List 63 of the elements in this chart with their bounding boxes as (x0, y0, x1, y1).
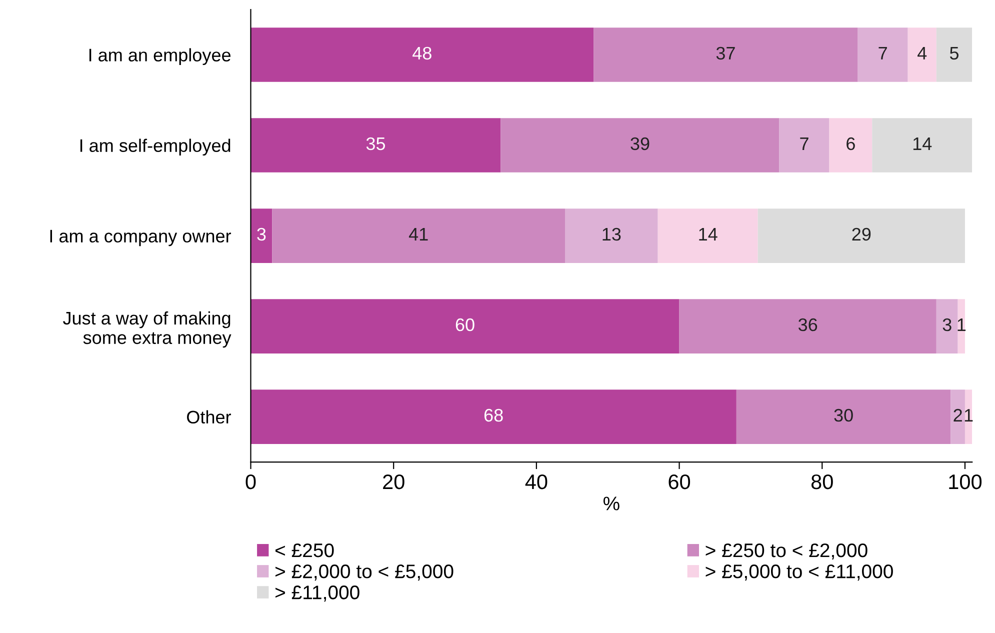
bar (829, 118, 872, 172)
bar (964, 390, 972, 444)
data-label: 13 (602, 228, 621, 241)
bar (250, 390, 736, 444)
data-label: 1 (958, 318, 966, 331)
bar (908, 28, 936, 82)
data-label: 36 (798, 318, 818, 332)
data-label: 68 (484, 408, 503, 422)
data-label: 60 (456, 318, 474, 332)
legend-label: > £5,000 to < £11,000 (706, 564, 893, 581)
bar (779, 118, 830, 172)
legend-label: > £2,000 to < £5,000 (275, 564, 454, 581)
x-tick-label: 0 (246, 474, 256, 490)
y-tick-label: I am an employee (89, 48, 231, 66)
data-label: 29 (852, 228, 871, 241)
data-label: 7 (878, 47, 887, 60)
data-label: 2 (954, 408, 962, 422)
data-label: 41 (408, 228, 428, 240)
y-tick-label: I am self-employed (80, 138, 230, 156)
bar (658, 208, 758, 263)
data-label: 39 (630, 137, 650, 150)
bar (936, 28, 972, 82)
data-label: 4 (918, 47, 927, 60)
data-label: 14 (699, 228, 718, 240)
data-label: 35 (366, 137, 386, 150)
x-tick-label: 80 (811, 474, 833, 490)
bar (872, 118, 972, 172)
bar (950, 390, 965, 444)
data-label: 30 (834, 408, 853, 422)
data-label: 6 (846, 137, 855, 150)
data-label: 14 (913, 138, 932, 150)
data-label: 3 (942, 318, 952, 332)
data-label: 7 (800, 138, 808, 150)
bar (500, 118, 780, 172)
x-tick-label: 100 (949, 474, 982, 490)
bar (858, 28, 908, 82)
y-tick-label: Just a way of making some extra money (62, 311, 232, 348)
legend-label: < £250 (275, 543, 334, 558)
bar (936, 299, 958, 354)
bar (250, 299, 680, 354)
y-tick-label: I am a company owner (50, 230, 232, 246)
bar (250, 118, 501, 172)
x-tick-label: 60 (668, 474, 690, 490)
y-tick-label: Other (186, 410, 231, 424)
legend-label: > £250 to < £2,000 (706, 543, 868, 560)
bar (679, 299, 936, 354)
bar (594, 28, 858, 82)
bar (250, 208, 272, 263)
data-label: 3 (257, 228, 266, 241)
data-label: 37 (716, 46, 735, 60)
x-tick-label: 40 (525, 474, 548, 490)
data-label: 1 (964, 409, 973, 422)
bar (958, 299, 965, 354)
data-label: 5 (950, 47, 959, 60)
data-label: 48 (412, 46, 432, 60)
legend-label: > £11,000 (275, 586, 360, 602)
bar (250, 28, 594, 82)
bar (272, 208, 565, 263)
x-axis-title: % (603, 496, 620, 510)
bar (758, 208, 965, 263)
x-tick-label: 20 (383, 474, 404, 490)
bar (565, 208, 658, 263)
bar (736, 390, 951, 444)
